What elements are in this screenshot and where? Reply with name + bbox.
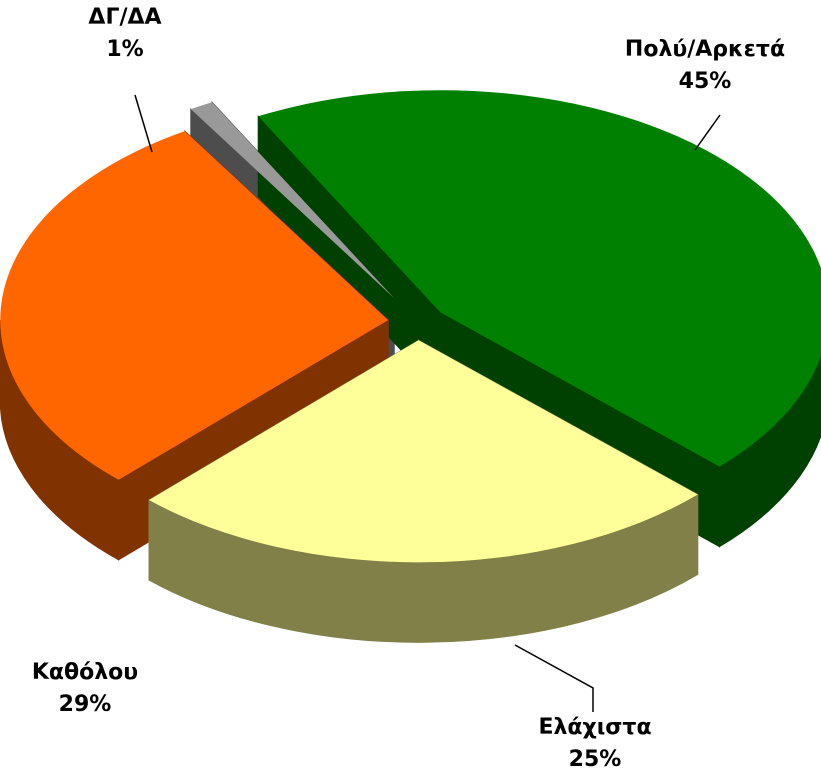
slice [190, 102, 395, 299]
leader-line [134, 94, 153, 153]
slice-label: Καθόλου [32, 660, 138, 685]
slice-label: Ελάχιστα [538, 715, 651, 740]
slice [0, 131, 389, 480]
slice [149, 340, 698, 563]
slice-value-label: 45% [679, 69, 732, 94]
slice-value-label: 1% [106, 37, 143, 62]
pie-tops [0, 90, 821, 563]
slice-label: Πολύ/Αρκετά [625, 37, 785, 62]
slice-value-label: 25% [569, 747, 622, 771]
slice-label: ΔΓ/ΔΑ [88, 5, 161, 30]
leader-line [694, 114, 721, 151]
leader-line [514, 644, 594, 712]
slice-value-label: 29% [59, 692, 112, 717]
slice [258, 90, 821, 467]
